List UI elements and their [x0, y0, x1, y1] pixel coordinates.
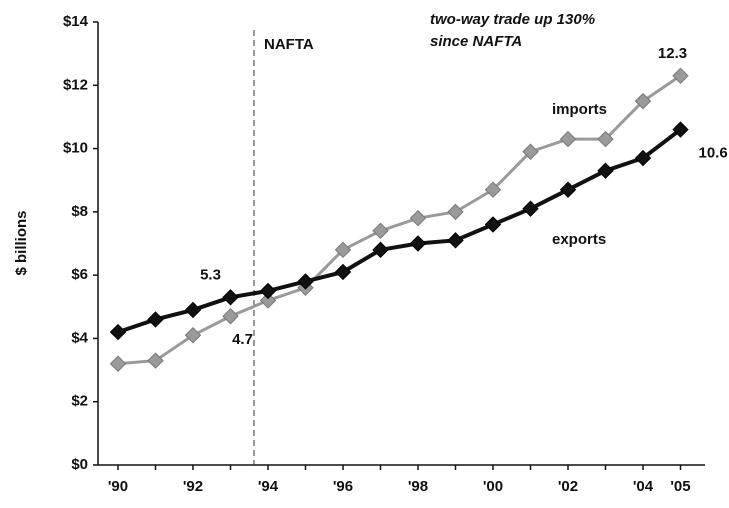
marker [147, 352, 164, 369]
marker [634, 149, 652, 167]
marker [297, 273, 314, 290]
marker [222, 289, 239, 306]
y-tick-label: $14 [63, 13, 89, 30]
annotation: since NAFTA [430, 33, 522, 50]
y-tick-label: $0 [71, 456, 88, 473]
nafta-label: NAFTA [264, 36, 314, 53]
marker [409, 209, 427, 227]
marker [559, 130, 577, 148]
marker [597, 162, 614, 179]
x-tick-label: '94 [258, 478, 279, 495]
x-tick-label: '00 [483, 478, 503, 495]
y-tick-label: $6 [71, 266, 88, 283]
marker [184, 301, 202, 319]
y-tick-label: $4 [71, 329, 88, 346]
x-tick-label: '05 [670, 478, 690, 495]
data-label: 12.3 [658, 45, 687, 62]
marker [409, 235, 427, 252]
marker [634, 92, 652, 110]
marker [559, 181, 577, 198]
marker [334, 241, 352, 259]
marker [184, 327, 202, 344]
series-line [117, 127, 682, 334]
marker [672, 67, 689, 84]
y-tick-label: $8 [71, 203, 88, 220]
x-tick-label: '96 [333, 478, 353, 495]
y-axis-label: $ billions [13, 210, 30, 275]
marker [259, 282, 277, 300]
marker [147, 311, 164, 328]
data-label: 4.7 [232, 331, 253, 348]
annotation: two-way trade up 130% [430, 11, 595, 28]
marker [447, 203, 464, 221]
series-line [117, 74, 682, 366]
marker [597, 130, 614, 148]
marker [372, 222, 389, 240]
marker [484, 181, 502, 198]
marker [522, 143, 539, 160]
marker [372, 241, 389, 259]
x-tick-label: '92 [183, 478, 203, 495]
marker [522, 200, 539, 217]
marker [259, 292, 277, 309]
marker [447, 232, 464, 249]
marker [672, 121, 689, 138]
marker [222, 308, 239, 325]
marker [334, 263, 352, 281]
y-tick-label: $10 [63, 140, 88, 157]
marker [109, 323, 127, 341]
marker [109, 355, 127, 372]
y-tick-label: $12 [63, 76, 88, 93]
series-label: imports [552, 101, 607, 118]
x-tick-label: '98 [408, 478, 428, 495]
marker [484, 216, 502, 233]
y-tick-label: $2 [71, 393, 88, 410]
x-tick-label: '90 [108, 478, 128, 495]
data-label: 10.6 [699, 145, 728, 162]
x-tick-label: '02 [558, 478, 578, 495]
series-label: exports [552, 231, 606, 248]
data-label: 5.3 [200, 266, 221, 283]
x-tick-label: '04 [633, 478, 654, 495]
